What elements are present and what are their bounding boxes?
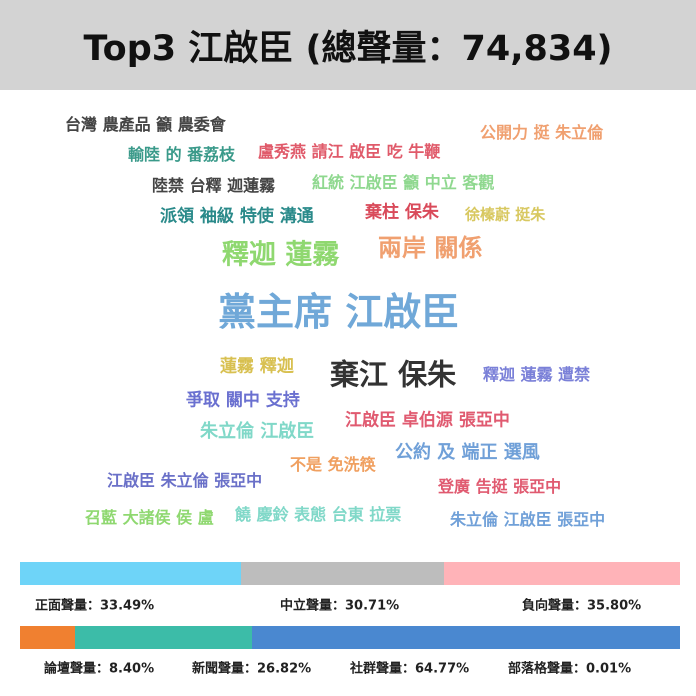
cloud-word: 不是 免洗筷: [290, 455, 376, 474]
cloud-word: 爭取 關中 支持: [186, 390, 300, 411]
cloud-word: 兩岸 關係: [378, 234, 483, 262]
news-label: 新聞聲量：26.82%: [192, 661, 312, 677]
source-segment: [20, 626, 76, 649]
cloud-word: 黨主席 江啟臣: [218, 290, 460, 334]
social-label: 社群聲量：64.77%: [350, 661, 470, 677]
cloud-word: 饒 慶鈴 表態 台東 拉票: [235, 505, 402, 524]
sentiment-segment: [443, 562, 680, 585]
source-segment: [252, 626, 680, 649]
cloud-word: 徐榛蔚 挺朱: [465, 205, 546, 224]
cloud-word: 朱立倫 江啟臣 張亞中: [450, 510, 606, 529]
sentiment-segment: [241, 562, 444, 585]
source-segment: [75, 626, 253, 649]
cloud-word: 江啟臣 卓伯源 張亞中: [345, 410, 510, 431]
cloud-word: 陸禁 台釋 迦蓮霧: [152, 176, 276, 195]
sentiment-segment: [20, 562, 242, 585]
cloud-word: 棄江 保朱: [330, 357, 457, 392]
cloud-word: 蓮霧 釋迦: [220, 356, 294, 377]
cloud-word: 江啟臣 朱立倫 張亞中: [107, 471, 263, 490]
source-bar: [20, 626, 680, 649]
positive-label: 正面聲量：33.49%: [35, 598, 155, 614]
cloud-word: 釋迦 蓮霧: [222, 239, 340, 271]
cloud-word: 召藍 大諸侯 侯 盧: [85, 508, 214, 527]
cloud-word: 輸陸 的 番荔枝: [128, 145, 236, 164]
cloud-word: 派領 袖級 特使 溝通: [160, 206, 314, 227]
page-title: Top3 江啟臣 (總聲量：74,834): [83, 28, 613, 69]
cloud-word: 公約 及 端正 選風: [395, 442, 540, 463]
forum-label: 論壇聲量：8.40%: [44, 661, 155, 677]
cloud-word: 登廣 告挺 張亞中: [438, 477, 562, 496]
header: Top3 江啟臣 (總聲量：74,834): [0, 0, 696, 90]
cloud-word: 盧秀燕 請江 啟臣 吃 牛鞭: [258, 142, 441, 161]
cloud-word: 台灣 農產品 籲 農委會: [65, 115, 226, 134]
sentiment-bar: [20, 562, 680, 585]
cloud-word: 紅統 江啟臣 籲 中立 客觀: [312, 173, 495, 192]
negative-label: 負向聲量：35.80%: [522, 598, 642, 614]
cloud-word: 釋迦 蓮霧 遭禁: [483, 365, 591, 384]
blog-label: 部落格聲量：0.01%: [508, 661, 632, 677]
cloud-word: 公開力 挺 朱立倫: [480, 123, 604, 142]
cloud-word: 朱立倫 江啟臣: [200, 421, 315, 442]
neutral-label: 中立聲量：30.71%: [280, 598, 400, 614]
cloud-word: 棄柱 保朱: [365, 202, 439, 223]
